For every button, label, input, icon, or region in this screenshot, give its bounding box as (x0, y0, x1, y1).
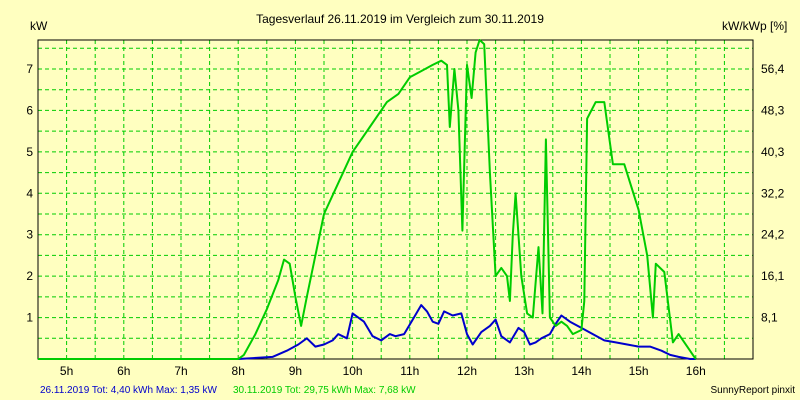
series-line-1 (38, 304, 696, 360)
plot-area-frame (37, 39, 754, 360)
y-right-axis-ticks: 8,1 16,1 24,2 32,2 40,3 48,3 56,4 (761, 62, 785, 325)
y-left-tick-label: 6 (26, 103, 33, 117)
x-axis-ticks: 5h 6h 7h 8h 9h 10h 11h 12h 13h 14h 15h 16h (60, 364, 706, 378)
x-tick-label: 14h (571, 364, 591, 378)
y-right-tick-label: 48,3 (761, 103, 785, 117)
y-right-tick-label: 8,1 (761, 311, 778, 325)
y-left-tick-label: 1 (26, 311, 33, 325)
y-left-axis-ticks: 1 2 3 4 5 6 7 (26, 62, 33, 325)
x-tick-label: 9h (289, 364, 302, 378)
x-tick-label: 16h (686, 364, 706, 378)
grid (38, 40, 753, 359)
y-right-label: kW/kWp [%] (722, 19, 787, 33)
series-group (38, 39, 697, 360)
x-tick-label: 8h (232, 364, 245, 378)
x-tick-label: 7h (174, 364, 187, 378)
x-tick-label: 10h (343, 364, 363, 378)
y-right-tick-label: 16,1 (761, 269, 785, 283)
y-left-tick-label: 4 (26, 186, 33, 200)
y-right-tick-label: 24,2 (761, 228, 785, 242)
y-right-tick-label: 32,2 (761, 186, 785, 200)
x-tick-label: 5h (60, 364, 73, 378)
y-right-tick-label: 56,4 (761, 62, 785, 76)
y-left-tick-label: 2 (26, 269, 33, 283)
y-left-tick-label: 7 (26, 62, 33, 76)
x-tick-label: 15h (629, 364, 649, 378)
y-left-tick-label: 5 (26, 145, 33, 159)
credit-text: SunnyReport pinxit (711, 385, 796, 396)
x-tick-label: 6h (117, 364, 130, 378)
series-line-2 (38, 39, 697, 360)
x-tick-label: 12h (457, 364, 477, 378)
chart-title: Tagesverlauf 26.11.2019 im Vergleich zum… (256, 12, 544, 26)
y-right-tick-label: 40,3 (761, 145, 785, 159)
legend-entry-1: 26.11.2019 Tot: 4,40 kWh Max: 1,35 kW (40, 385, 218, 396)
y-left-label: kW (30, 19, 48, 33)
x-tick-label: 11h (400, 364, 419, 378)
x-tick-label: 13h (514, 364, 534, 378)
y-left-tick-label: 3 (26, 228, 33, 242)
legend-entry-2: 30.11.2019 Tot: 29,75 kWh Max: 7,68 kW (233, 385, 416, 396)
